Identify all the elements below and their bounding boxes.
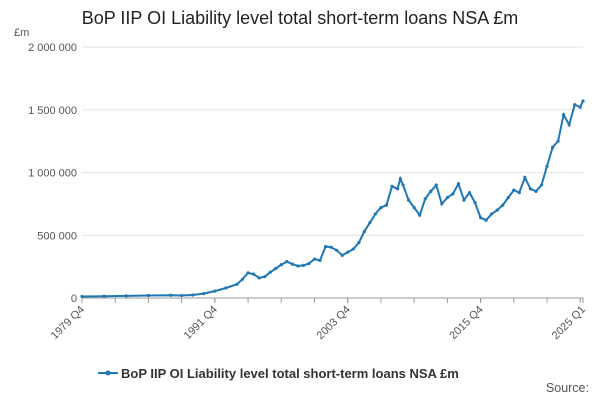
data-point[interactable] xyxy=(368,221,372,225)
data-point[interactable] xyxy=(357,241,361,245)
data-point[interactable] xyxy=(379,206,383,210)
data-point[interactable] xyxy=(290,262,294,266)
data-point[interactable] xyxy=(473,201,477,205)
data-point[interactable] xyxy=(351,247,355,251)
gridlines xyxy=(82,46,583,236)
data-point[interactable] xyxy=(573,103,577,107)
data-point[interactable] xyxy=(180,293,184,298)
data-point[interactable] xyxy=(257,276,261,280)
x-tick-label: 2025 Q1 xyxy=(550,304,588,342)
data-point[interactable] xyxy=(550,145,555,149)
data-point[interactable] xyxy=(478,216,483,220)
y-tick-label: 0 xyxy=(71,293,77,305)
data-point[interactable] xyxy=(490,212,494,216)
data-point[interactable] xyxy=(240,277,245,281)
data-point[interactable] xyxy=(412,206,416,210)
data-point[interactable] xyxy=(102,294,106,298)
data-point[interactable] xyxy=(268,270,272,274)
y-tick-label: 2 000 000 xyxy=(28,42,77,54)
data-point[interactable] xyxy=(456,182,461,186)
data-point[interactable] xyxy=(335,248,339,252)
legend-marker xyxy=(105,370,111,376)
data-point[interactable] xyxy=(440,202,444,206)
series-points xyxy=(80,99,585,299)
y-tick-label: 1 500 000 xyxy=(28,105,77,117)
data-point[interactable] xyxy=(528,187,533,191)
data-point[interactable] xyxy=(398,177,402,181)
data-point[interactable] xyxy=(545,164,549,168)
data-point[interactable] xyxy=(512,188,516,192)
data-point[interactable] xyxy=(462,198,466,202)
data-point[interactable] xyxy=(501,203,505,207)
data-point[interactable] xyxy=(191,293,195,297)
data-point[interactable] xyxy=(539,183,544,187)
x-tick-label: 1991 Q4 xyxy=(182,304,220,342)
x-tick-label: 1979 Q4 xyxy=(49,304,87,342)
data-point[interactable] xyxy=(523,175,527,180)
data-point[interactable] xyxy=(578,105,582,109)
x-tick-label: 2015 Q4 xyxy=(447,304,485,342)
data-point[interactable] xyxy=(274,266,278,271)
y-tick-label: 500 000 xyxy=(37,230,77,242)
data-point[interactable] xyxy=(340,253,344,257)
y-axis-labels: 0 500 000 1 000 000 1 500 000 2 000 000 xyxy=(28,42,77,305)
data-point[interactable] xyxy=(373,212,378,216)
data-point[interactable] xyxy=(346,250,350,254)
data-point[interactable] xyxy=(312,257,317,261)
x-tick-label: 2003 Q4 xyxy=(315,304,353,342)
data-point[interactable] xyxy=(168,293,173,297)
data-point[interactable] xyxy=(451,192,455,196)
legend[interactable]: BoP IIP OI Liability level total short-t… xyxy=(98,366,459,381)
data-point[interactable] xyxy=(506,196,510,200)
data-point[interactable] xyxy=(407,198,411,202)
data-point[interactable] xyxy=(329,245,333,249)
data-point[interactable] xyxy=(484,218,488,222)
data-point[interactable] xyxy=(395,187,400,191)
data-point[interactable] xyxy=(423,197,427,201)
x-axis-ticks xyxy=(81,298,584,303)
data-point[interactable] xyxy=(307,261,311,266)
data-point[interactable] xyxy=(202,292,206,296)
data-point[interactable] xyxy=(517,190,521,195)
data-point[interactable] xyxy=(296,264,300,268)
data-point[interactable] xyxy=(146,293,151,298)
data-point[interactable] xyxy=(418,213,422,217)
data-point[interactable] xyxy=(495,208,499,212)
data-point[interactable] xyxy=(318,258,322,262)
data-point[interactable] xyxy=(235,282,239,286)
data-point[interactable] xyxy=(323,244,328,249)
data-point[interactable] xyxy=(213,289,217,293)
data-point[interactable] xyxy=(562,113,566,117)
data-point[interactable] xyxy=(567,123,571,127)
data-point[interactable] xyxy=(434,183,438,187)
data-point[interactable] xyxy=(263,275,267,279)
data-point[interactable] xyxy=(401,183,405,187)
x-axis-labels: 1979 Q4 1991 Q4 2003 Q4 2015 Q4 2025 Q1 xyxy=(49,304,588,342)
data-point[interactable] xyxy=(390,184,394,188)
data-point[interactable] xyxy=(285,260,289,264)
data-point[interactable] xyxy=(384,203,389,207)
data-point[interactable] xyxy=(362,229,366,234)
data-point[interactable] xyxy=(556,139,560,143)
data-point[interactable] xyxy=(224,286,228,290)
legend-label: BoP IIP OI Liability level total short-t… xyxy=(121,366,459,381)
data-point[interactable] xyxy=(246,271,250,275)
chart-title: BoP IIP OI Liability level total short-t… xyxy=(81,8,519,28)
source-label: Source: xyxy=(545,381,589,395)
data-point[interactable] xyxy=(467,190,472,195)
y-tick-label: 1 000 000 xyxy=(28,168,77,180)
y-axis-unit: £m xyxy=(14,27,29,39)
data-point[interactable] xyxy=(279,263,283,267)
data-point[interactable] xyxy=(429,189,433,193)
data-point[interactable] xyxy=(581,99,585,103)
data-point[interactable] xyxy=(534,189,538,193)
data-point[interactable] xyxy=(80,294,84,299)
data-point[interactable] xyxy=(445,196,449,200)
data-point[interactable] xyxy=(301,263,306,267)
data-point[interactable] xyxy=(252,272,256,276)
data-point[interactable] xyxy=(124,294,128,298)
